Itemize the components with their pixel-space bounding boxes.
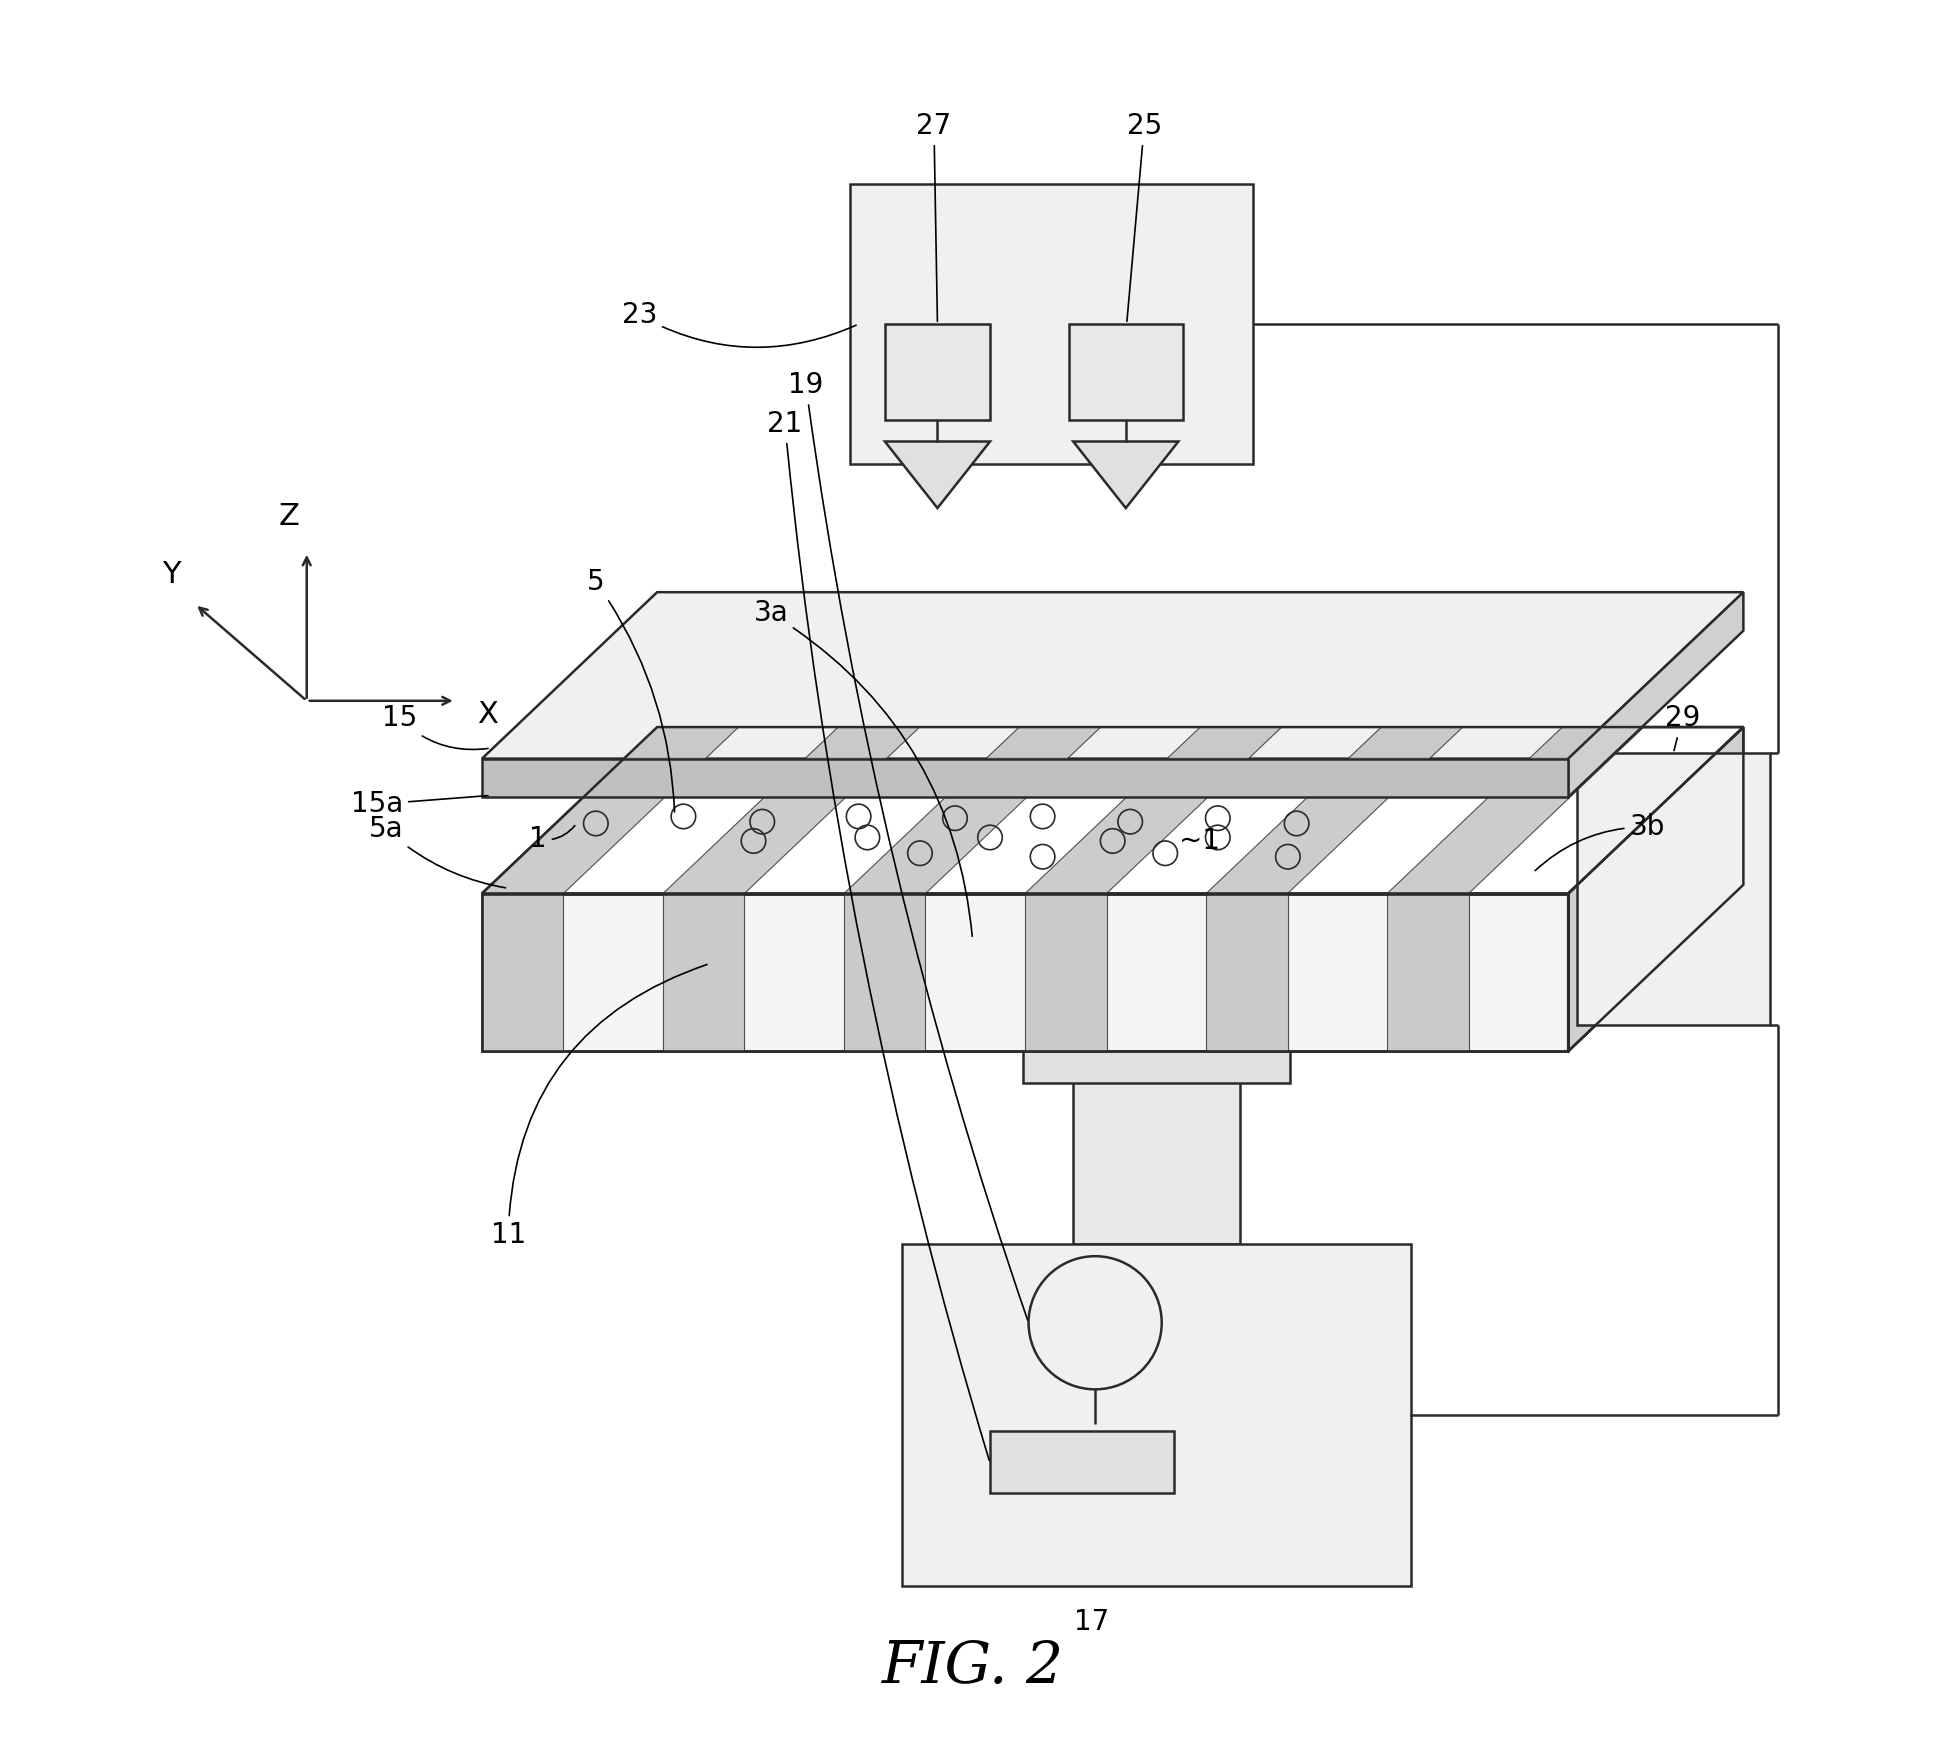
- Text: Y: Y: [161, 561, 181, 589]
- Polygon shape: [1387, 727, 1644, 894]
- Polygon shape: [885, 442, 990, 508]
- Text: 15: 15: [381, 704, 488, 750]
- Text: 27: 27: [916, 112, 951, 321]
- Polygon shape: [1206, 727, 1463, 894]
- Text: Z: Z: [278, 501, 300, 531]
- Polygon shape: [1025, 727, 1282, 894]
- Text: 5: 5: [587, 568, 675, 811]
- Polygon shape: [663, 727, 920, 894]
- Text: 11: 11: [490, 965, 708, 1249]
- Bar: [990, 1431, 1175, 1493]
- Polygon shape: [482, 885, 1743, 1051]
- Polygon shape: [1025, 894, 1107, 1051]
- Text: 21: 21: [768, 410, 990, 1459]
- Polygon shape: [482, 727, 739, 894]
- Polygon shape: [482, 894, 1568, 1051]
- Polygon shape: [482, 592, 1743, 759]
- Polygon shape: [1074, 442, 1179, 508]
- Polygon shape: [482, 727, 1743, 894]
- Text: 29: 29: [1665, 704, 1700, 750]
- Bar: [885, 324, 990, 420]
- Bar: [1023, 1051, 1290, 1083]
- Text: FIG. 2: FIG. 2: [881, 1640, 1064, 1696]
- Text: 1: 1: [529, 825, 576, 853]
- Text: 17: 17: [1074, 1608, 1109, 1636]
- Bar: [1577, 753, 1770, 1025]
- Bar: [902, 1244, 1410, 1586]
- Text: 15a: 15a: [350, 790, 488, 818]
- Text: 23: 23: [622, 301, 856, 347]
- Polygon shape: [1387, 894, 1468, 1051]
- Polygon shape: [1568, 592, 1743, 797]
- Text: ~1: ~1: [1179, 827, 1220, 855]
- Text: X: X: [477, 701, 498, 729]
- Text: 5a: 5a: [368, 815, 506, 888]
- Polygon shape: [482, 894, 564, 1051]
- Bar: [850, 184, 1253, 464]
- Text: 19: 19: [788, 371, 1027, 1321]
- Bar: [1070, 324, 1183, 420]
- Polygon shape: [844, 894, 926, 1051]
- Polygon shape: [482, 759, 1568, 797]
- Text: 3a: 3a: [753, 599, 972, 936]
- Text: 25: 25: [1126, 112, 1161, 321]
- Polygon shape: [844, 727, 1101, 894]
- Text: 3b: 3b: [1535, 813, 1665, 871]
- Polygon shape: [663, 894, 745, 1051]
- Bar: [1074, 1051, 1239, 1244]
- Polygon shape: [1206, 894, 1288, 1051]
- Polygon shape: [1568, 727, 1743, 1051]
